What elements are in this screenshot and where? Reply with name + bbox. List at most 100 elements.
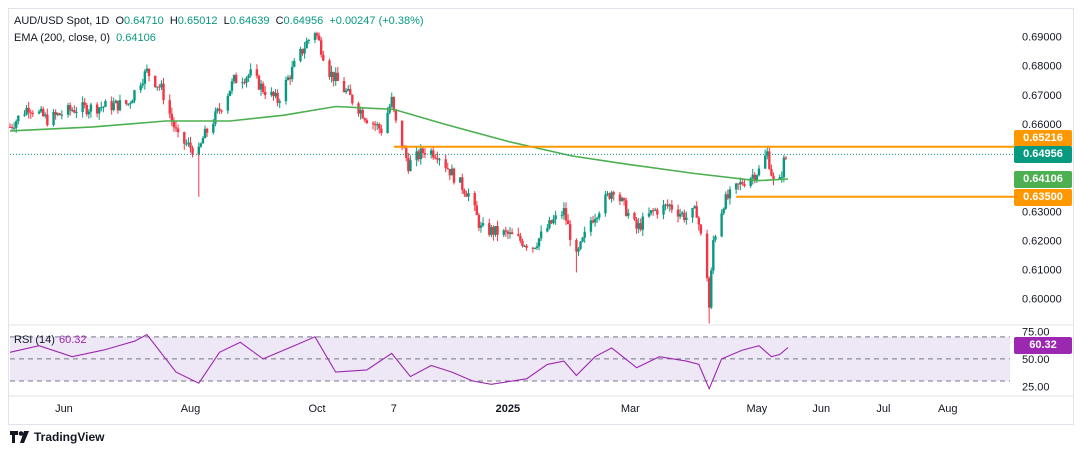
candle-body bbox=[405, 148, 408, 158]
candle-body bbox=[728, 189, 732, 199]
candle-body bbox=[724, 194, 727, 209]
grid-layer bbox=[8, 324, 1074, 397]
candle-body bbox=[85, 104, 88, 115]
candle-body bbox=[685, 217, 688, 220]
candle-body bbox=[751, 174, 754, 179]
candle-body bbox=[598, 213, 601, 218]
candle-body bbox=[87, 111, 91, 115]
candle-body bbox=[693, 206, 696, 208]
candle-body bbox=[726, 194, 730, 199]
candle-body bbox=[741, 182, 744, 185]
candle-body bbox=[334, 72, 337, 82]
tradingview-logo[interactable]: TradingView bbox=[10, 430, 104, 444]
time-axis-tick-label: 2025 bbox=[496, 403, 520, 415]
candle-body bbox=[467, 193, 470, 197]
candle-body bbox=[392, 96, 396, 110]
candle-body bbox=[517, 234, 520, 236]
candle-body bbox=[303, 48, 306, 54]
candle-body bbox=[618, 194, 622, 202]
candle-body bbox=[315, 33, 319, 36]
close-value: 0.64956 bbox=[283, 15, 324, 27]
candle-body bbox=[197, 146, 200, 155]
candle-body bbox=[591, 220, 595, 223]
candle-body bbox=[199, 143, 203, 147]
candle-body bbox=[71, 110, 74, 112]
candle-body bbox=[100, 107, 103, 109]
candle-body bbox=[234, 75, 238, 84]
candle-body bbox=[365, 120, 369, 124]
candle-body bbox=[496, 226, 499, 235]
price-axis-tick-label: 0.66000 bbox=[1022, 119, 1062, 131]
candle-body bbox=[378, 124, 381, 129]
price-axis-tick-label: 0.68000 bbox=[1022, 61, 1062, 73]
price-axis-tick-label: 0.63000 bbox=[1022, 206, 1062, 218]
candle-body bbox=[676, 209, 680, 217]
candle-body bbox=[220, 110, 223, 112]
candle-body bbox=[633, 212, 636, 220]
candle-body bbox=[606, 193, 609, 195]
candle-body bbox=[492, 227, 495, 235]
time-axis-tick-label: Mar bbox=[621, 403, 640, 415]
candle-body bbox=[83, 102, 86, 105]
brand-name: TradingView bbox=[34, 430, 105, 444]
candle-body bbox=[226, 96, 230, 111]
candle-body bbox=[110, 101, 113, 111]
time-axis-tick-label: May bbox=[746, 403, 767, 415]
candle-body bbox=[637, 223, 640, 229]
candle-body bbox=[737, 183, 740, 185]
time-axis-tick-label: Oct bbox=[308, 403, 325, 415]
candle-body bbox=[749, 178, 752, 186]
candle-body bbox=[185, 143, 188, 145]
candle-body bbox=[263, 91, 267, 96]
candle-body bbox=[68, 105, 72, 111]
candle-body bbox=[641, 216, 644, 230]
rsi-value-tag: 60.32 bbox=[1014, 337, 1072, 354]
candle-body bbox=[257, 75, 261, 90]
candle-body bbox=[705, 233, 709, 279]
low-value: 0.64639 bbox=[229, 15, 270, 27]
candle-body bbox=[307, 39, 310, 41]
candle-body bbox=[270, 91, 273, 96]
candle-body bbox=[475, 205, 479, 215]
candle-body bbox=[508, 232, 512, 234]
candle-body bbox=[710, 270, 713, 308]
candle-body bbox=[494, 226, 497, 235]
candle-body bbox=[450, 168, 454, 176]
candle-body bbox=[112, 103, 115, 111]
candle-body bbox=[739, 182, 742, 185]
candle-body bbox=[214, 111, 217, 124]
chart-frame bbox=[8, 8, 1074, 425]
price-axis-tick-label: 0.62000 bbox=[1022, 235, 1062, 247]
last-price-tag: 0.64956 bbox=[1014, 146, 1072, 163]
ema-legend: EMA (200, close, 0) 0.64106 bbox=[14, 32, 159, 44]
candle-body bbox=[459, 177, 462, 183]
candle-body bbox=[550, 220, 553, 224]
candle-body bbox=[52, 111, 55, 126]
time-axis-tick-label: Jun bbox=[55, 403, 73, 415]
candle-body bbox=[452, 168, 456, 183]
high-label: H bbox=[169, 15, 178, 27]
candle-body bbox=[604, 194, 607, 214]
candle-body bbox=[98, 107, 101, 114]
candle-body bbox=[699, 224, 703, 234]
rsi-value: 60.32 bbox=[58, 334, 87, 346]
candle-body bbox=[502, 230, 505, 235]
candle-body bbox=[172, 120, 176, 128]
candle-body bbox=[415, 151, 418, 161]
candle-body bbox=[363, 118, 366, 121]
candle-body bbox=[232, 75, 236, 82]
candle-body bbox=[145, 68, 149, 72]
ema-price-tag: 0.64106 bbox=[1014, 171, 1072, 188]
candle-body bbox=[174, 127, 178, 129]
candle-body bbox=[228, 90, 232, 97]
price-axis-tick-label: 0.67000 bbox=[1022, 90, 1062, 102]
candle-body bbox=[770, 168, 773, 176]
rsi-layer bbox=[9, 333, 1010, 391]
candles-layer bbox=[8, 31, 788, 324]
candle-body bbox=[104, 101, 107, 107]
rsi-legend: RSI (14) 60.32 bbox=[14, 334, 87, 346]
candle-body bbox=[438, 159, 441, 161]
candle-body bbox=[566, 220, 570, 225]
candle-body bbox=[322, 54, 325, 61]
